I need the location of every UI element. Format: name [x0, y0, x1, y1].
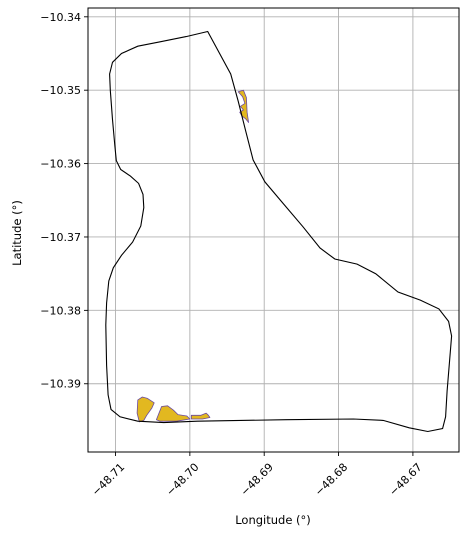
grid [88, 8, 459, 452]
y-tick-label: −10.39 [40, 378, 81, 391]
study-area-boundary [105, 30, 453, 433]
y-axis-label: Latitude (°) [10, 200, 24, 266]
y-tick-label: −10.35 [40, 84, 81, 97]
y-tick-label: −10.37 [40, 231, 81, 244]
y-tick-label: −10.34 [40, 11, 81, 24]
y-tick-label: −10.38 [40, 304, 81, 317]
highlighted-patch [190, 412, 211, 420]
y-axis-ticks: −10.34 −10.35 −10.36 −10.37 −10.38 −10.39 [40, 11, 88, 391]
highlighted-patch [136, 396, 155, 423]
plot-frame [87, 7, 460, 453]
x-axis-label: Longitude (°) [235, 513, 311, 527]
y-tick-label: −10.36 [40, 158, 81, 171]
highlighted-patch [156, 405, 191, 422]
